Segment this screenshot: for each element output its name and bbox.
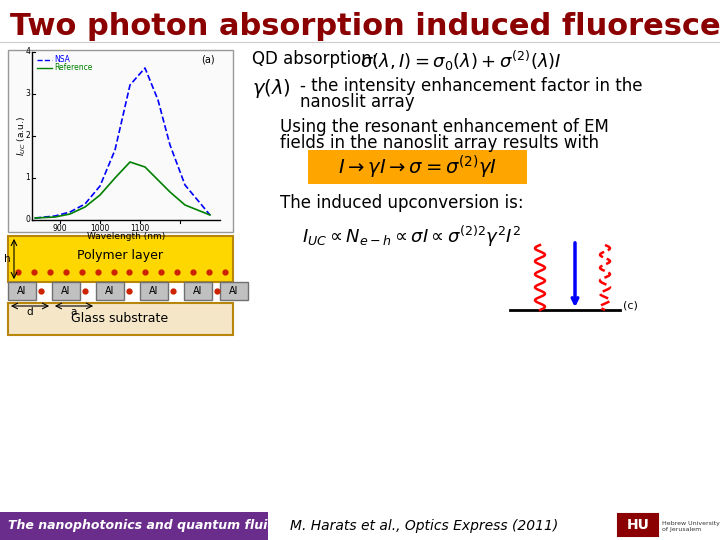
Text: (c): (c) xyxy=(623,301,638,311)
Text: 4: 4 xyxy=(25,48,30,57)
Text: Al: Al xyxy=(61,286,71,296)
FancyBboxPatch shape xyxy=(8,50,233,232)
Text: Two photon absorption induced fluorescence: Two photon absorption induced fluorescen… xyxy=(10,12,720,41)
Text: Using the resonant enhancement of EM: Using the resonant enhancement of EM xyxy=(280,118,609,136)
Text: Glass substrate: Glass substrate xyxy=(71,313,168,326)
Text: fields in the nanoslit array results with: fields in the nanoslit array results wit… xyxy=(280,134,599,152)
Text: 3: 3 xyxy=(25,90,30,98)
Text: $\sigma(\lambda,I) = \sigma_0(\lambda) + \sigma^{(2)}(\lambda)I$: $\sigma(\lambda,I) = \sigma_0(\lambda) +… xyxy=(360,49,562,73)
Text: 0: 0 xyxy=(25,215,30,225)
FancyBboxPatch shape xyxy=(8,303,233,335)
FancyBboxPatch shape xyxy=(8,282,36,300)
Text: (a): (a) xyxy=(202,55,215,65)
Text: $I_{UC} \propto N_{e-h} \propto \sigma I \propto \sigma^{(2)2}\gamma^2 I^2$: $I_{UC} \propto N_{e-h} \propto \sigma I… xyxy=(302,224,521,249)
FancyBboxPatch shape xyxy=(618,514,658,536)
Text: QD absorption:: QD absorption: xyxy=(252,50,377,68)
Text: $I_{UC}$ (a.u.): $I_{UC}$ (a.u.) xyxy=(16,116,28,156)
Text: Reference: Reference xyxy=(54,64,92,72)
Text: M. Harats et al., Optics Express (2011): M. Harats et al., Optics Express (2011) xyxy=(290,519,558,533)
Text: The induced upconversion is:: The induced upconversion is: xyxy=(280,194,523,212)
FancyBboxPatch shape xyxy=(184,282,212,300)
Text: Al: Al xyxy=(229,286,239,296)
Text: nanoslit array: nanoslit array xyxy=(300,93,415,111)
Text: Al: Al xyxy=(149,286,158,296)
FancyBboxPatch shape xyxy=(0,512,268,540)
Text: Hebrew University
of Jerusalem: Hebrew University of Jerusalem xyxy=(662,521,720,532)
Text: HU: HU xyxy=(626,518,649,532)
Text: Polymer layer: Polymer layer xyxy=(77,249,163,262)
Text: 1100: 1100 xyxy=(130,224,150,233)
FancyBboxPatch shape xyxy=(220,282,248,300)
Text: d: d xyxy=(27,307,33,317)
FancyBboxPatch shape xyxy=(8,236,233,282)
Text: a: a xyxy=(71,307,77,317)
FancyBboxPatch shape xyxy=(96,282,124,300)
Text: h: h xyxy=(4,254,11,264)
Text: 900: 900 xyxy=(53,224,67,233)
Text: The nanophotonics and quantum fluids group: The nanophotonics and quantum fluids gro… xyxy=(8,519,330,532)
FancyBboxPatch shape xyxy=(52,282,80,300)
Text: Al: Al xyxy=(105,286,114,296)
Text: $I \rightarrow \gamma I \rightarrow \sigma = \sigma^{(2)}\gamma I$: $I \rightarrow \gamma I \rightarrow \sig… xyxy=(338,153,497,180)
Text: 1: 1 xyxy=(25,173,30,183)
Text: - the intensity enhancement factor in the: - the intensity enhancement factor in th… xyxy=(300,77,642,95)
Text: 1000: 1000 xyxy=(90,224,109,233)
Text: $\gamma(\lambda)$: $\gamma(\lambda)$ xyxy=(252,77,291,100)
Text: Al: Al xyxy=(193,286,203,296)
FancyBboxPatch shape xyxy=(308,150,527,184)
FancyBboxPatch shape xyxy=(140,282,168,300)
Text: 2: 2 xyxy=(25,132,30,140)
Text: NSA: NSA xyxy=(54,56,70,64)
Text: Al: Al xyxy=(17,286,27,296)
Text: Wavelength (nm): Wavelength (nm) xyxy=(87,232,165,241)
